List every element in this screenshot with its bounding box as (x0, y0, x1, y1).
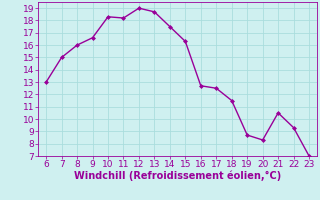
X-axis label: Windchill (Refroidissement éolien,°C): Windchill (Refroidissement éolien,°C) (74, 171, 281, 181)
